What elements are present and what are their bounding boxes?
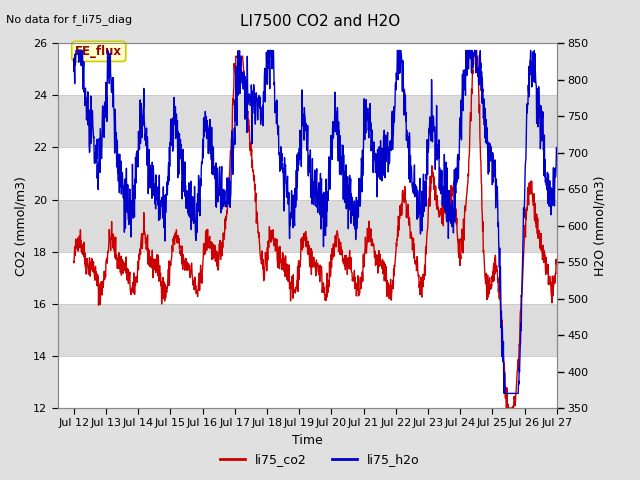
X-axis label: Time: Time [292, 434, 323, 447]
Y-axis label: H2O (mmol/m3): H2O (mmol/m3) [594, 175, 607, 276]
Text: No data for f_li75_diag: No data for f_li75_diag [6, 14, 132, 25]
Bar [58, 43, 557, 96]
Bar [58, 200, 557, 252]
Text: EE_flux: EE_flux [76, 45, 122, 58]
Text: LI7500 CO2 and H2O: LI7500 CO2 and H2O [240, 14, 400, 29]
Bar [58, 147, 557, 200]
Bar [58, 252, 557, 304]
Bar [58, 304, 557, 356]
Bar [58, 356, 557, 408]
Legend: li75_co2, li75_h2o: li75_co2, li75_h2o [215, 448, 425, 471]
Y-axis label: CO2 (mmol/m3): CO2 (mmol/m3) [14, 176, 28, 276]
Bar [58, 96, 557, 147]
